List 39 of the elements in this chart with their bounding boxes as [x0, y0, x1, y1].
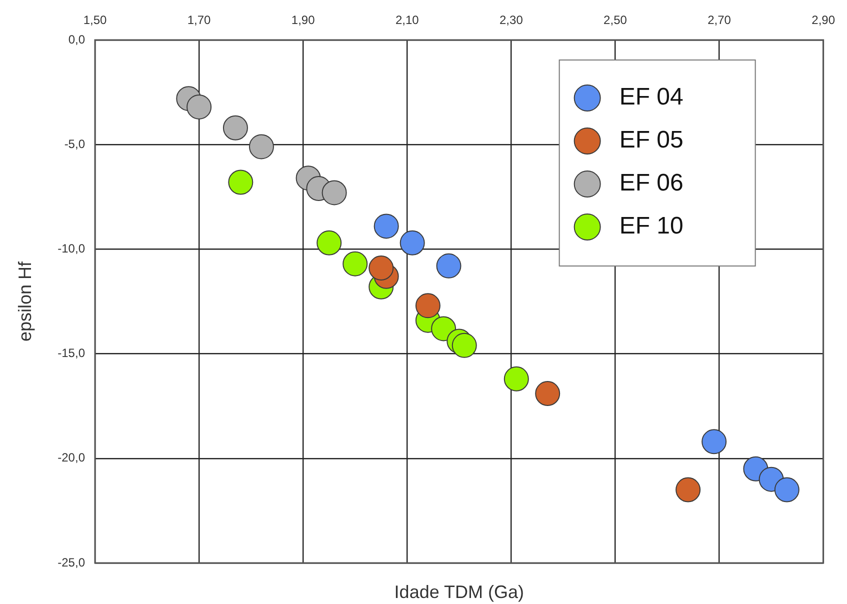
point: [186, 94, 212, 120]
x-tick-label: 1,70: [187, 13, 212, 28]
x-tick-label: 2,50: [604, 13, 628, 28]
x-tick-label: 1,50: [83, 13, 107, 28]
legend-label: EF 04: [619, 84, 684, 111]
y-tick-label: -15,0: [58, 346, 86, 360]
legend-label: EF 06: [619, 170, 684, 197]
x-tick-label: 2,30: [500, 13, 524, 28]
legend-label: EF 05: [619, 126, 684, 154]
point: [774, 477, 800, 502]
point: [504, 366, 529, 392]
x-tick-label: 2,70: [708, 13, 732, 28]
point: [431, 316, 456, 342]
point: [400, 230, 425, 256]
point: [222, 115, 248, 140]
point: [316, 230, 342, 256]
point: [374, 214, 399, 239]
legend-label: EF 10: [619, 212, 684, 240]
point: [342, 251, 368, 276]
x-tick-label: 1,90: [291, 13, 316, 28]
point: [322, 180, 347, 206]
point: [368, 256, 394, 281]
point: [415, 293, 440, 318]
point: [702, 429, 727, 454]
point: [676, 477, 701, 502]
point: [248, 134, 274, 160]
y-tick-label: -25,0: [58, 555, 86, 570]
x-axis-title: Idade TDM (Ga): [394, 582, 524, 602]
y-tick-label: -5,0: [64, 136, 86, 151]
x-tick-label: 2,10: [395, 13, 420, 28]
point: [452, 332, 477, 358]
x-tick-label: 2,90: [812, 13, 836, 28]
y-tick-label: -10,0: [58, 242, 86, 256]
y-tick-label: 0,0: [68, 32, 86, 46]
point: [436, 253, 462, 278]
y-axis-title: epsilon Hf: [14, 260, 35, 342]
point: [228, 170, 254, 195]
point: [535, 381, 560, 406]
y-tick-label: -20,0: [58, 450, 86, 465]
